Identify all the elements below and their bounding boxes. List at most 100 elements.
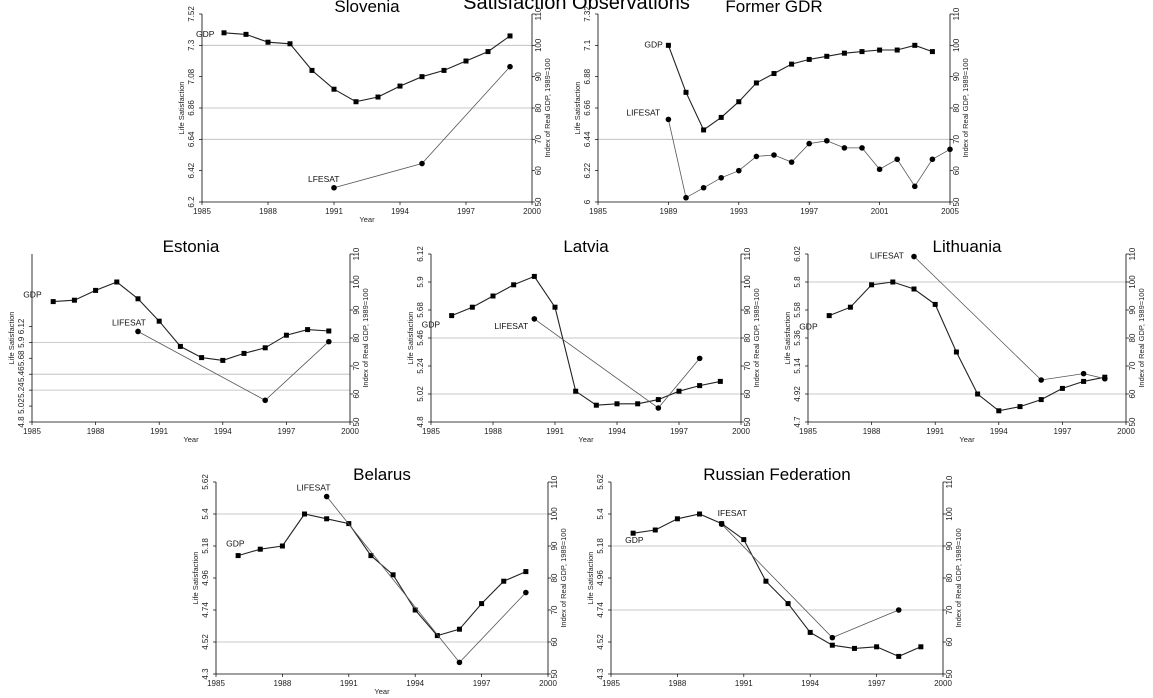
chart-panel: Belarus 1985 1988 1991 1994 1997 2000 Year 4.3 4.… — [191, 465, 568, 696]
y-tick-label: 6.86 — [187, 100, 196, 116]
lifesat-point — [753, 153, 760, 160]
x-tick-label: 1985 — [799, 427, 817, 436]
gdp-point — [829, 642, 835, 648]
gdp-point — [1038, 397, 1044, 403]
y-tick-label: 6.02 — [793, 246, 802, 262]
x-tick-label: 1994 — [214, 427, 232, 436]
gdp-point — [929, 49, 935, 55]
x-tick-label: 1997 — [473, 679, 491, 688]
y2-tick-label: 70 — [534, 134, 543, 143]
y-axis-label: Life Satisfaction — [177, 82, 186, 135]
series-line-lfesat — [913, 256, 1105, 381]
series-label: LIFESAT — [494, 321, 528, 331]
gdp-point — [523, 569, 529, 575]
lifesat-point — [1080, 370, 1087, 377]
gdp-point — [449, 313, 455, 319]
x-axis-label: Year — [374, 687, 390, 696]
y2-tick-label: 100 — [1128, 275, 1137, 289]
gdp-point — [479, 601, 485, 607]
chart-title: Former GDR — [725, 0, 822, 16]
y-tick-label: 6.12 — [17, 318, 26, 334]
y-tick-label: 5.18 — [596, 538, 605, 554]
x-tick-label: 1989 — [660, 207, 678, 216]
gdp-point — [287, 41, 293, 47]
y-tick-label: 5.02 — [17, 398, 26, 414]
series-label: GDP — [23, 290, 42, 300]
gdp-point — [324, 516, 330, 522]
chart-title: Estonia — [163, 237, 220, 256]
x-tick-label: 1985 — [207, 679, 225, 688]
y2-tick-label: 110 — [352, 247, 361, 260]
y2-tick-label: 70 — [952, 134, 961, 143]
x-tick-label: 1991 — [546, 427, 564, 436]
gdp-point — [683, 89, 689, 95]
x-tick-label: 1997 — [457, 207, 475, 216]
y2-tick-label: 110 — [1128, 247, 1137, 260]
series-line-lfesat — [534, 318, 701, 409]
gdp-point — [397, 83, 403, 89]
chart-panel: Slovenia 1985 1988 1991 1994 1997 2000 Year 6.2 6… — [177, 0, 552, 224]
gdp-point — [279, 543, 285, 549]
y-axis-label: Life Satisfaction — [573, 82, 582, 135]
gdp-point — [283, 332, 289, 338]
series-label: LIFESAT — [870, 251, 904, 261]
gdp-point — [717, 378, 723, 384]
y-tick-label: 6.22 — [583, 162, 592, 178]
lifesat-point — [507, 63, 513, 70]
gdp-point — [50, 299, 56, 305]
lifesat-point — [788, 159, 795, 165]
y-tick-label: 5.24 — [416, 358, 425, 374]
x-tick-label: 1988 — [87, 427, 105, 436]
y2-tick-label: 50 — [550, 669, 559, 678]
y2-tick-label: 50 — [945, 669, 954, 678]
y2-tick-label: 80 — [952, 103, 961, 112]
gdp-point — [676, 388, 682, 394]
series-label: LFESAT — [308, 174, 340, 184]
y-tick-label: 4.96 — [596, 570, 605, 586]
lifesat-point — [859, 145, 865, 151]
y-tick-label: 5.24 — [17, 382, 26, 398]
gdp-point — [877, 47, 883, 53]
gdp-point — [235, 553, 241, 559]
y2-tick-label: 80 — [534, 103, 543, 112]
y-tick-label: 5.4 — [201, 508, 210, 520]
gdp-point — [507, 33, 513, 39]
y-tick-label: 4.3 — [596, 668, 605, 680]
y2-tick-label: 110 — [550, 475, 559, 488]
series-label: GDP — [226, 539, 245, 549]
chart-panel: Former GDR 1985 1989 1993 1997 2001 2005 6 6.22 6… — [573, 0, 970, 216]
x-tick-label: 1988 — [669, 679, 687, 688]
chart-title: Russian Federation — [703, 465, 850, 484]
gdp-point — [614, 401, 620, 407]
gdp-point — [841, 50, 847, 56]
y-tick-label: 5.46 — [17, 366, 26, 382]
chart-panel: Estonia 1985 1988 1991 1994 1997 2000 Year 4.8 5.… — [7, 237, 370, 444]
x-tick-label: 1988 — [259, 207, 277, 216]
x-tick-label: 2005 — [941, 207, 959, 216]
x-tick-label: 1988 — [863, 427, 881, 436]
y2-tick-label: 110 — [952, 7, 961, 20]
y2-tick-label: 60 — [352, 389, 361, 398]
gdp-point — [390, 572, 396, 578]
chart-title: Slovenia — [334, 0, 400, 16]
gdp-point — [456, 626, 462, 632]
x-tick-label: 1988 — [274, 679, 292, 688]
gdp-point — [674, 516, 680, 522]
x-tick-label: 1991 — [926, 427, 944, 436]
x-tick-label: 1997 — [670, 427, 688, 436]
y-tick-label: 4.52 — [596, 634, 605, 650]
y-axis-label: Life Satisfaction — [7, 312, 16, 365]
y2-tick-label: 50 — [952, 197, 961, 206]
x-tick-label: 1991 — [735, 679, 753, 688]
gdp-point — [368, 553, 374, 559]
gdp-point — [771, 71, 777, 77]
x-tick-label: 1985 — [422, 427, 440, 436]
gdp-point — [911, 286, 917, 292]
lifesat-point — [806, 140, 812, 147]
x-tick-label: 1997 — [868, 679, 886, 688]
gdp-point — [635, 401, 641, 407]
gdp-point — [874, 644, 880, 650]
lifesat-point — [771, 152, 777, 158]
x-tick-label: 1994 — [391, 207, 409, 216]
y-tick-label: 5.36 — [793, 330, 802, 346]
